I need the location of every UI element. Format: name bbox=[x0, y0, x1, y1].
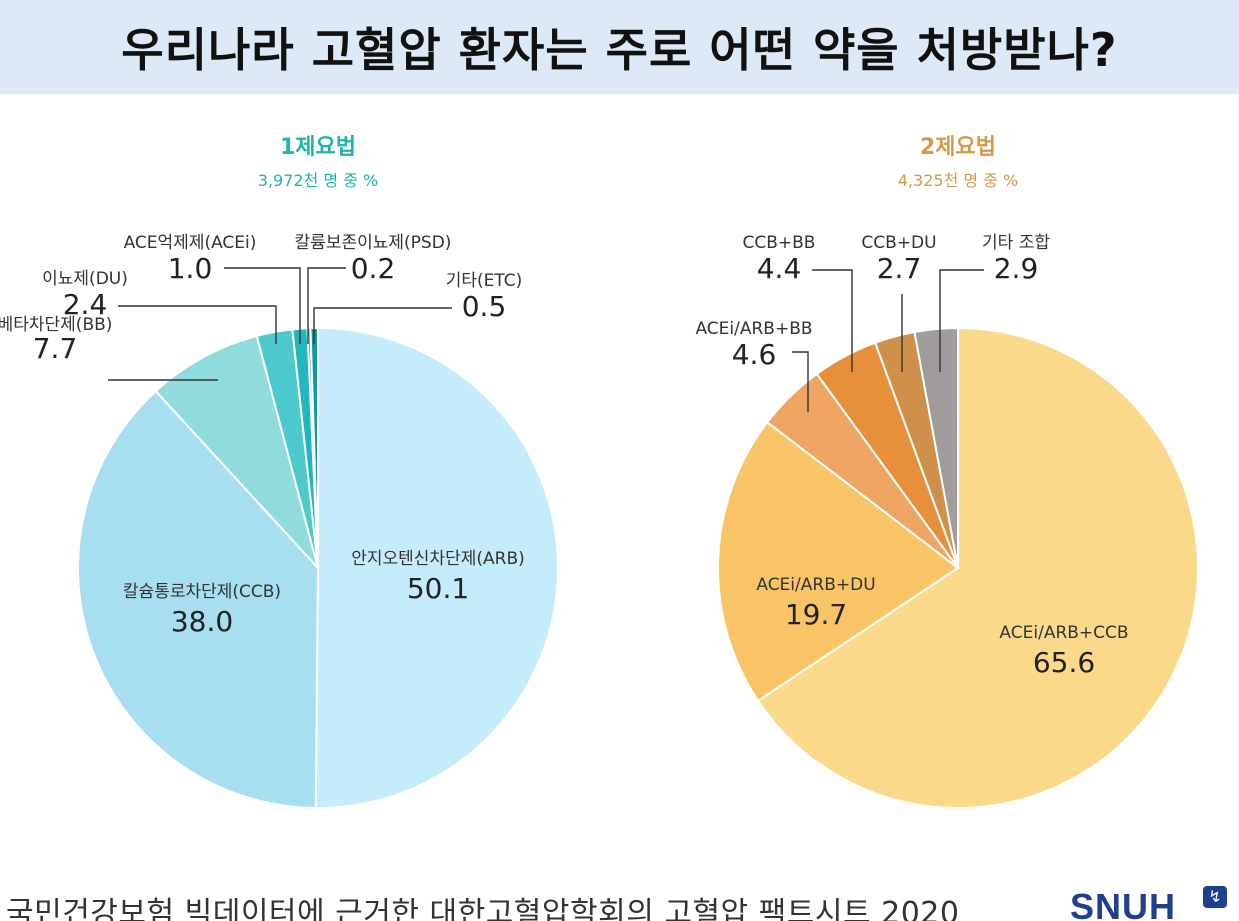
logo-mark-icon: ↯ bbox=[1203, 886, 1227, 908]
slice-value: 65.6 bbox=[1033, 646, 1095, 679]
slice-label: 베타차단제(BB) bbox=[0, 315, 112, 335]
pie-slice bbox=[77, 389, 320, 809]
source-text: 국민건강보험 빅데이터에 근거한 대한고혈압학회의 고혈압 팩트시트 2020 bbox=[6, 896, 960, 921]
footer: 국민건강보험 빅데이터에 근거한 대한고혈압학회의 고혈압 팩트시트 2020 … bbox=[0, 886, 1239, 921]
slice-value: 4.6 bbox=[732, 338, 777, 371]
slice-value: 19.7 bbox=[785, 598, 847, 631]
slice-value: 4.4 bbox=[757, 252, 802, 285]
slice-value: 38.0 bbox=[171, 605, 233, 638]
slice-label: ACEi/ARB+BB bbox=[695, 319, 812, 339]
slice-value: 2.7 bbox=[877, 252, 922, 285]
slice-label: 칼륨보존이뇨제(PSD) bbox=[295, 233, 452, 253]
chart-title: 2제요법 bbox=[920, 135, 996, 160]
chart-subtitle: 3,972천 명 중 % bbox=[258, 171, 378, 190]
slice-label: 기타 조합 bbox=[982, 233, 1050, 253]
slice-value: 2.9 bbox=[994, 252, 1039, 285]
slice-label: CCB+BB bbox=[743, 233, 816, 253]
leader-line bbox=[939, 269, 984, 372]
pie-slice bbox=[314, 326, 559, 809]
title-bar: 우리나라 고혈압 환자는 주로 어떤 약을 처방받나? bbox=[0, 0, 1239, 94]
slice-label: 이뇨제(DU) bbox=[42, 269, 128, 289]
slice-label: 안지오텐신차단제(ARB) bbox=[351, 549, 525, 569]
pie-slice bbox=[913, 326, 959, 569]
leader-line bbox=[118, 305, 277, 344]
slice-label: ACEi/ARB+CCB bbox=[999, 623, 1128, 643]
leader-line bbox=[792, 351, 809, 412]
page-title: 우리나라 고혈압 환자는 주로 어떤 약을 처방받나? bbox=[121, 23, 1118, 77]
slice-label: 칼슘통로차단제(CCB) bbox=[123, 582, 281, 602]
slice-label: ACE억제제(ACEi) bbox=[124, 233, 257, 253]
slice-value: 7.7 bbox=[33, 332, 78, 365]
slice-value: 0.2 bbox=[351, 252, 396, 285]
chart-subtitle: 4,325천 명 중 % bbox=[898, 171, 1018, 190]
leader-line bbox=[224, 267, 301, 344]
slice-label: CCB+DU bbox=[861, 233, 936, 253]
pie-slice bbox=[154, 334, 319, 569]
pie-slice bbox=[717, 420, 960, 703]
slice-value: 1.0 bbox=[168, 252, 213, 285]
slice-value: 2.4 bbox=[63, 288, 108, 321]
pie-slice bbox=[756, 326, 1199, 809]
snuh-logo: SNUH bbox=[1070, 886, 1177, 921]
charts-area: 1제요법 3,972천 명 중 % 안지오텐신차단제(ARB) 50.1 칼슘통로차단제… bbox=[0, 135, 1199, 809]
slice-value: 50.1 bbox=[407, 572, 469, 605]
chart-title: 1제요법 bbox=[280, 135, 356, 160]
slice-value: 0.5 bbox=[462, 290, 507, 323]
slice-label: 기타(ETC) bbox=[446, 271, 523, 291]
leader-line bbox=[307, 267, 346, 344]
slice-label: ACEi/ARB+DU bbox=[756, 575, 875, 595]
leader-line bbox=[812, 269, 853, 372]
leader-line bbox=[313, 307, 452, 344]
